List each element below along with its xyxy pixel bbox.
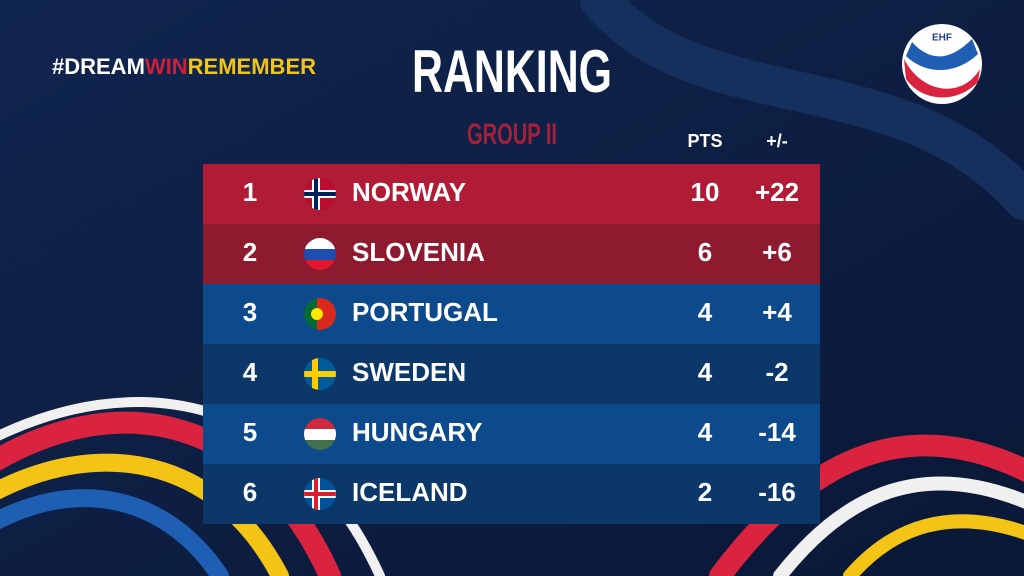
goal-difference: -14 (758, 417, 796, 447)
flag-part (304, 260, 336, 270)
flag (304, 418, 336, 450)
team-name: HUNGARY (352, 417, 482, 447)
logo: EHF (902, 24, 982, 104)
table-row (203, 344, 820, 404)
table-row (203, 464, 820, 524)
flag (304, 178, 336, 210)
flag-part (314, 178, 318, 210)
flag-part (317, 298, 336, 330)
table-row (203, 284, 820, 344)
flag (304, 298, 336, 330)
points: 4 (698, 297, 713, 327)
goal-difference: -2 (765, 357, 788, 387)
team-name: NORWAY (352, 177, 466, 207)
goal-difference: +4 (762, 297, 792, 327)
table-row (203, 224, 820, 284)
flag-part (304, 440, 336, 450)
flag-part (304, 429, 336, 440)
table-row (203, 404, 820, 464)
logo-text: EHF (932, 33, 952, 44)
flag-part (312, 358, 318, 390)
hashtag-part: #DREAM (52, 54, 145, 79)
hashtag-part: REMEMBER (188, 54, 316, 79)
goal-difference: -16 (758, 477, 796, 507)
goal-difference: +6 (762, 237, 792, 267)
points: 10 (691, 177, 720, 207)
flag-part (304, 492, 336, 496)
flag-clip (304, 298, 336, 330)
flag-part (304, 418, 336, 429)
flag-part (304, 192, 336, 196)
flag-part (304, 298, 317, 330)
hashtag: #DREAMWINREMEMBER (52, 54, 316, 79)
table-row (203, 164, 820, 224)
points: 6 (698, 237, 712, 267)
flag-clip (304, 238, 336, 270)
team-name: SLOVENIA (352, 237, 485, 267)
column-header: PTS (687, 131, 722, 151)
subtitle: GROUP II (467, 118, 557, 151)
flag-part (314, 478, 318, 510)
points: 4 (698, 417, 713, 447)
rank: 6 (243, 477, 257, 507)
team-name: ICELAND (352, 477, 468, 507)
flag-part (304, 371, 336, 377)
flag-clip (304, 358, 336, 390)
rank: 1 (243, 177, 257, 207)
points: 4 (698, 357, 713, 387)
team-name: PORTUGAL (352, 297, 498, 327)
rank: 3 (243, 297, 257, 327)
column-header: +/- (766, 131, 788, 151)
rank: 4 (243, 357, 258, 387)
flag-clip (304, 478, 336, 510)
team-name: SWEDEN (352, 357, 466, 387)
table: 1 NORWAY 10 +22 2 SLOVENIA 6 +6 3 PORTUGAL 4 +4 4 SWE… (203, 164, 820, 524)
flag-part (304, 249, 336, 260)
points: 2 (698, 477, 712, 507)
flag (304, 478, 336, 510)
goal-difference: +22 (755, 177, 799, 207)
rank: 2 (243, 237, 257, 267)
flag-clip (304, 418, 336, 450)
hashtag-part: WIN (145, 54, 188, 79)
flag (304, 238, 336, 270)
title: RANKING (412, 38, 612, 105)
flag-part (311, 308, 323, 320)
rank: 5 (243, 417, 257, 447)
flag-part (304, 238, 336, 249)
flag-clip (304, 178, 336, 210)
flag (304, 358, 336, 390)
